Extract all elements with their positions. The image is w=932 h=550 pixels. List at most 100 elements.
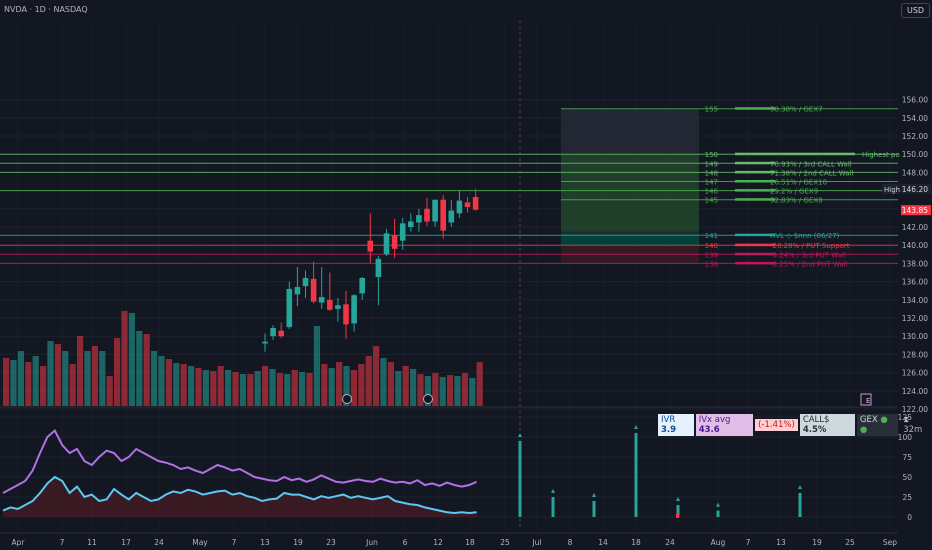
level-bar-146 <box>735 189 775 192</box>
high-value-bg <box>901 183 931 194</box>
level-bar-145 <box>735 198 775 201</box>
level-bar-140 <box>735 243 775 247</box>
volume-bar <box>395 371 402 406</box>
gex-spike <box>798 493 802 517</box>
volume-bar <box>17 351 24 406</box>
high-label-bg <box>882 183 900 194</box>
level-strike-155: 155 <box>705 106 718 114</box>
volume-bar <box>128 313 135 406</box>
level-strike-140: 140 <box>705 242 718 250</box>
volume-bar <box>217 366 224 406</box>
price-tick: 122.00 <box>902 405 928 414</box>
level-strike-145: 145 <box>705 197 718 205</box>
price-tick: 148.00 <box>902 168 928 177</box>
indicator-tick: 50 <box>902 473 912 482</box>
level-bar-147 <box>735 180 775 183</box>
last-price-value: 143.85 <box>902 206 928 215</box>
chart-title: NVDA · 1D · NASDAQ <box>4 5 88 14</box>
time-tick: 12 <box>433 538 443 547</box>
level-label-140: -28.28% / PUT Support <box>770 242 850 250</box>
volume-bar <box>195 368 202 406</box>
volume-bar <box>202 370 209 406</box>
hvl-zone <box>561 234 699 246</box>
gex-spike-marker <box>634 425 638 429</box>
indicator-tick: 0 <box>907 513 912 522</box>
candle <box>391 235 398 249</box>
change-badge: (-1.41%) <box>755 419 798 431</box>
level-bar-155 <box>735 107 775 110</box>
volume-bar <box>99 351 106 406</box>
volume-bar <box>143 334 150 406</box>
level-label-149: 70.93% / 3rd CALL Wall <box>770 160 852 168</box>
volume-bar <box>476 362 483 406</box>
gex-spike <box>676 505 680 517</box>
candle <box>408 221 414 227</box>
time-tick: 7 <box>232 538 237 547</box>
ivx-line <box>2 429 477 494</box>
candle <box>375 258 382 278</box>
volume-bar <box>439 377 446 406</box>
price-tick: 154.00 <box>902 114 928 123</box>
gex-spike-marker <box>798 485 802 489</box>
indicator-tick: 125 <box>898 413 913 422</box>
volume-bar <box>188 366 195 406</box>
high-value: 146.20 <box>902 185 928 194</box>
candle <box>432 199 438 222</box>
volume-bar <box>180 364 187 406</box>
level-bar-150 <box>735 152 855 156</box>
level-strike-146: 146 <box>705 188 719 196</box>
gex-spike-marker <box>551 489 555 493</box>
candle <box>383 233 390 255</box>
time-tick: Apr <box>12 538 26 547</box>
time-tick: May <box>192 538 208 547</box>
volume-bar <box>136 331 143 406</box>
volume-bar <box>269 369 276 406</box>
volume-bar <box>254 371 261 406</box>
high-label: High <box>884 186 900 194</box>
candle <box>335 305 341 309</box>
volume-bar <box>3 358 10 406</box>
volume-bar <box>276 373 283 406</box>
price-tick: 138.00 <box>902 259 928 268</box>
volume-bar <box>299 372 306 406</box>
earnings-marker: E <box>866 397 870 405</box>
price-tick: 126.00 <box>902 369 928 378</box>
volume-bar <box>365 356 372 406</box>
volume-bar <box>32 356 39 406</box>
candle <box>351 295 357 324</box>
volume-bar <box>151 351 158 406</box>
volume-bar <box>232 372 239 406</box>
ivr-badge: IVR 3.9 <box>658 414 694 436</box>
price-tick: 132.00 <box>902 314 928 323</box>
volume-bar <box>239 374 246 406</box>
volume-bar <box>121 311 128 406</box>
time-tick: Jul <box>531 538 541 547</box>
price-tick: 134.00 <box>902 296 928 305</box>
gex-spike <box>592 501 596 517</box>
gex-badge: GEX ● ● <box>856 414 899 436</box>
currency-button[interactable]: USD <box>901 3 931 18</box>
gex-spike-marker <box>716 502 720 507</box>
volume-bar <box>114 338 121 406</box>
volume-bar <box>25 362 32 406</box>
volume-bar <box>225 370 232 406</box>
volume-bar <box>247 374 254 406</box>
level-strike-138: 138 <box>705 260 718 268</box>
volume-bar <box>350 370 357 406</box>
volume-bar <box>91 346 98 406</box>
volume-bar <box>106 376 113 406</box>
level-label-146: 29.2% / GEX9 <box>770 188 818 196</box>
volume-bar <box>313 326 320 406</box>
time-tick: 13 <box>260 538 270 547</box>
volume-bar <box>336 362 343 406</box>
time-tick: 11 <box>87 538 97 547</box>
level-bar-139 <box>735 252 775 256</box>
time-tick: 8 <box>568 538 573 547</box>
volume-bar <box>173 363 180 406</box>
time-tick: 24 <box>154 538 164 547</box>
level-strike-150: 150 <box>705 151 718 159</box>
candle <box>464 202 471 207</box>
price-tick: 152.00 <box>902 132 928 141</box>
gex-spike <box>551 497 555 517</box>
